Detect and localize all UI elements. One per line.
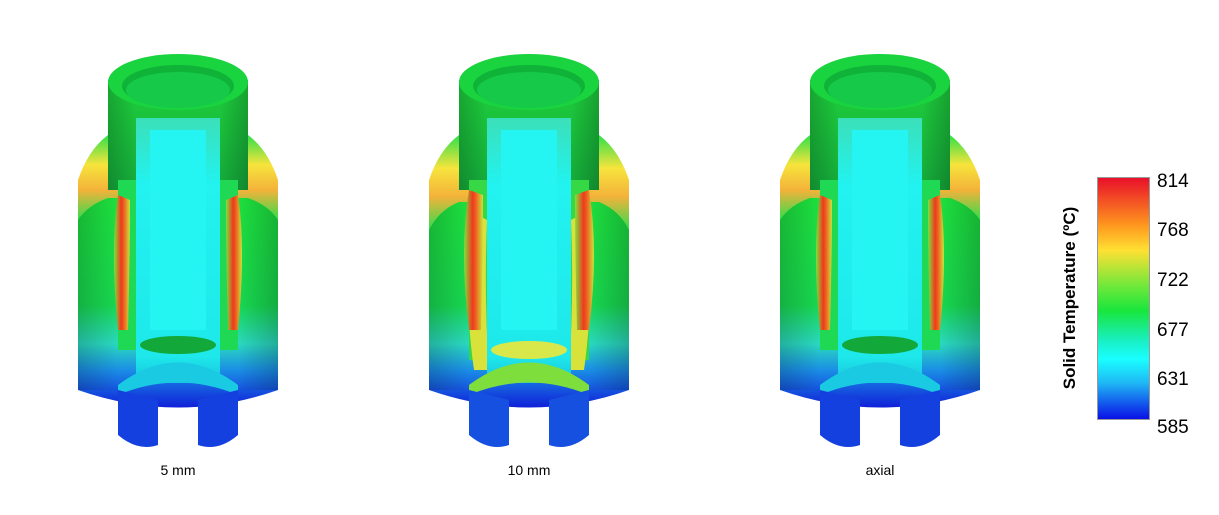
temperature-contour-5mm <box>78 54 278 448</box>
legend-tick-585: 585 <box>1157 417 1189 438</box>
temperature-contour-axial <box>780 54 980 448</box>
caption-axial: axial <box>865 462 895 478</box>
model-10mm <box>409 40 649 460</box>
temperature-contour-10mm <box>429 54 629 448</box>
color-scale-bar <box>1097 177 1150 420</box>
caption-10mm: 10 mm <box>507 462 551 478</box>
caption-5mm: 5 mm <box>160 462 196 478</box>
legend-tick-768: 768 <box>1157 220 1189 241</box>
legend-tick-722: 722 <box>1157 270 1189 291</box>
legend-tick-631: 631 <box>1157 369 1189 390</box>
legend-tick-814: 814 <box>1157 171 1189 192</box>
legend-title: Solid Temperature (ºC) <box>1060 206 1079 390</box>
model-axial <box>760 40 1000 460</box>
legend-tick-677: 677 <box>1157 320 1189 341</box>
model-5mm <box>58 40 298 460</box>
